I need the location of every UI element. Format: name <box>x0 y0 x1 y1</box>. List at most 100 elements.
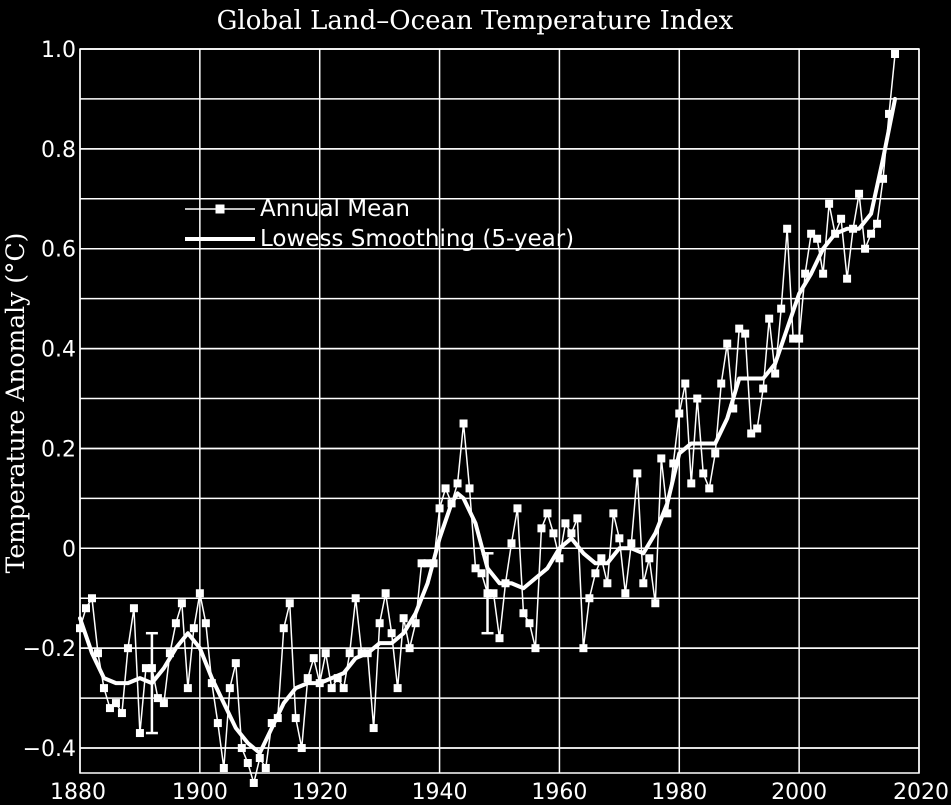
annual-mean-point <box>579 644 588 653</box>
annual-mean-point <box>771 369 780 378</box>
annual-mean-point <box>177 599 186 608</box>
annual-mean-point <box>207 679 216 688</box>
annual-mean-point <box>741 329 750 338</box>
annual-mean-point <box>87 594 96 603</box>
annual-mean-point <box>825 199 834 208</box>
annual-mean-point <box>717 379 726 388</box>
annual-mean-point <box>537 524 546 533</box>
plot-frame <box>79 48 920 774</box>
annual-mean-point <box>621 589 630 598</box>
annual-mean-point <box>447 499 456 508</box>
annual-mean-point <box>81 604 90 613</box>
legend-annual-mean-label: Annual Mean <box>260 196 410 222</box>
annual-mean-point <box>615 534 624 543</box>
annual-mean-point <box>129 604 138 613</box>
annual-mean-point <box>657 454 666 463</box>
annual-mean-point <box>237 744 246 753</box>
annual-mean-point <box>489 589 498 598</box>
annual-mean-point <box>627 539 636 548</box>
annual-mean-point <box>249 778 258 787</box>
annual-mean-point <box>339 684 348 693</box>
annual-mean-point <box>495 634 504 643</box>
annual-mean-point <box>273 714 282 723</box>
annual-mean-point <box>165 649 174 658</box>
annual-mean-point <box>645 554 654 563</box>
annual-mean-point <box>351 594 360 603</box>
annual-mean-point <box>213 719 222 728</box>
annual-mean-point <box>687 479 696 488</box>
annual-mean-point <box>453 479 462 488</box>
annual-mean-point <box>321 649 330 658</box>
annual-mean-point <box>141 664 150 673</box>
annual-mean-point <box>513 504 522 513</box>
annual-mean-point <box>603 579 612 588</box>
annual-mean-point <box>591 569 600 578</box>
annual-mean-point <box>597 554 606 563</box>
annual-mean-point <box>609 509 618 518</box>
annual-mean-point <box>501 579 510 588</box>
annual-mean-point <box>795 334 804 343</box>
annual-mean-point <box>219 764 228 773</box>
annual-mean-point <box>117 709 126 718</box>
annual-mean-point <box>405 644 414 653</box>
annual-mean-point <box>879 174 888 183</box>
data-series <box>76 49 900 787</box>
annual-mean-point <box>285 599 294 608</box>
annual-mean-point <box>297 744 306 753</box>
annual-mean-point <box>477 569 486 578</box>
annual-mean-point <box>363 649 372 658</box>
tick-labels: 1880 1900 1920 1940 1960 1980 2000 2020 −0.4 −0.2… <box>23 38 949 805</box>
annual-mean-point <box>711 449 720 458</box>
annual-mean-point <box>705 484 714 493</box>
annual-mean-point <box>105 704 114 713</box>
annual-mean-point <box>231 659 240 668</box>
annual-mean-point <box>183 684 192 693</box>
annual-mean-point <box>735 324 744 333</box>
annual-mean-point <box>225 684 234 693</box>
annual-mean-point <box>159 699 168 708</box>
x-tick-label: 1920 <box>292 780 348 805</box>
y-tick-label: 0.2 <box>41 437 76 462</box>
y-tick-label: 0.4 <box>41 338 76 363</box>
annual-mean-point <box>255 754 264 763</box>
annual-mean-point <box>333 674 342 683</box>
annual-mean-point <box>471 564 480 573</box>
annual-mean-point <box>753 424 762 433</box>
annual-mean-point <box>291 714 300 723</box>
x-tick-label: 1940 <box>412 780 468 805</box>
annual-mean-point <box>357 649 366 658</box>
annual-mean-point <box>279 624 288 633</box>
annual-mean-point <box>567 529 576 538</box>
annual-mean-point <box>381 589 390 598</box>
y-axis-label: Temperature Anomaly (°C) <box>1 233 30 574</box>
annual-mean-point <box>387 629 396 638</box>
annual-mean-point <box>549 529 558 538</box>
legend-annual-mean-marker <box>215 204 225 214</box>
annual-mean-point <box>663 509 672 518</box>
annual-mean-point <box>783 224 792 233</box>
chart-title: Global Land–Ocean Temperature Index <box>217 6 734 36</box>
annual-mean-point <box>681 379 690 388</box>
annual-mean-point <box>519 609 528 618</box>
annual-mean-point <box>573 514 582 523</box>
annual-mean-point <box>831 229 840 238</box>
annual-mean-point <box>267 719 276 728</box>
annual-mean-point <box>693 394 702 403</box>
x-tick-label: 2000 <box>771 780 827 805</box>
annual-mean-point <box>585 594 594 603</box>
annual-mean-point <box>801 269 810 278</box>
annual-mean-point <box>303 674 312 683</box>
annual-mean-point <box>135 729 144 738</box>
annual-mean-point <box>807 229 816 238</box>
annual-mean-point <box>777 304 786 313</box>
annual-mean-point <box>309 654 318 663</box>
y-tick-label: −0.4 <box>23 737 76 762</box>
annual-mean-point <box>867 229 876 238</box>
legend-lowess-label: Lowess Smoothing (5-year) <box>260 226 574 252</box>
annual-mean-point <box>171 619 180 628</box>
annual-mean-point <box>153 694 162 703</box>
annual-mean-point <box>885 109 894 118</box>
annual-mean-point <box>819 269 828 278</box>
annual-mean-point <box>873 219 882 228</box>
